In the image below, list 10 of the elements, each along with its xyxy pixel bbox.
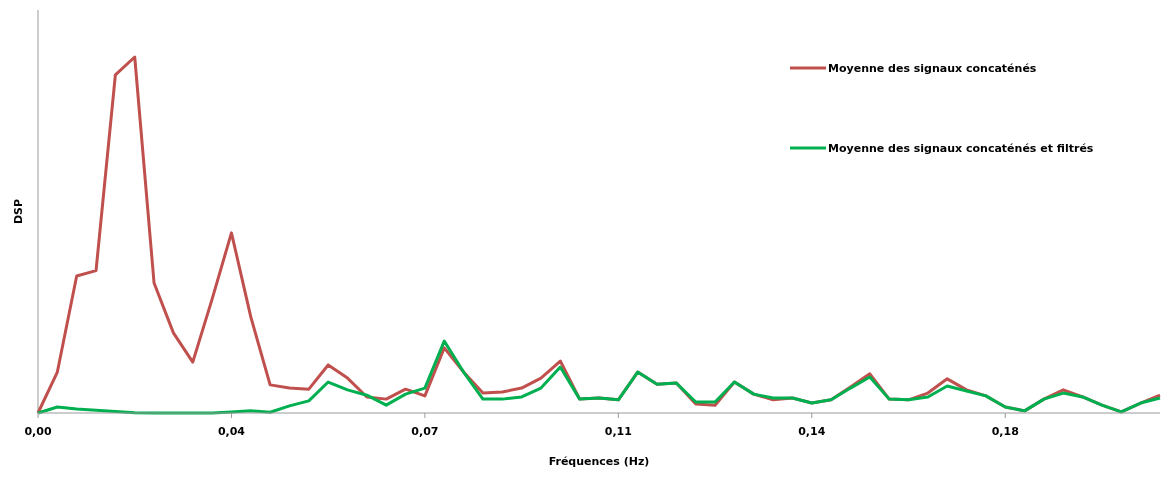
x-tick-label: 0,04 [217,425,246,438]
x-tick-label: 0,00 [24,425,52,438]
x-tick-label: 0,07 [411,425,439,438]
x-tick-label: 0,14 [798,425,826,438]
legend-label: Moyenne des signaux concaténés et filtrés [828,142,1094,155]
x-axis-title: Fréquences (Hz) [548,455,650,468]
legend-label: Moyenne des signaux concaténés [828,62,1037,75]
x-tick-label: 0,18 [991,425,1019,438]
x-tick-label: 0,11 [604,425,632,438]
y-axis-title: DSP [12,198,25,225]
